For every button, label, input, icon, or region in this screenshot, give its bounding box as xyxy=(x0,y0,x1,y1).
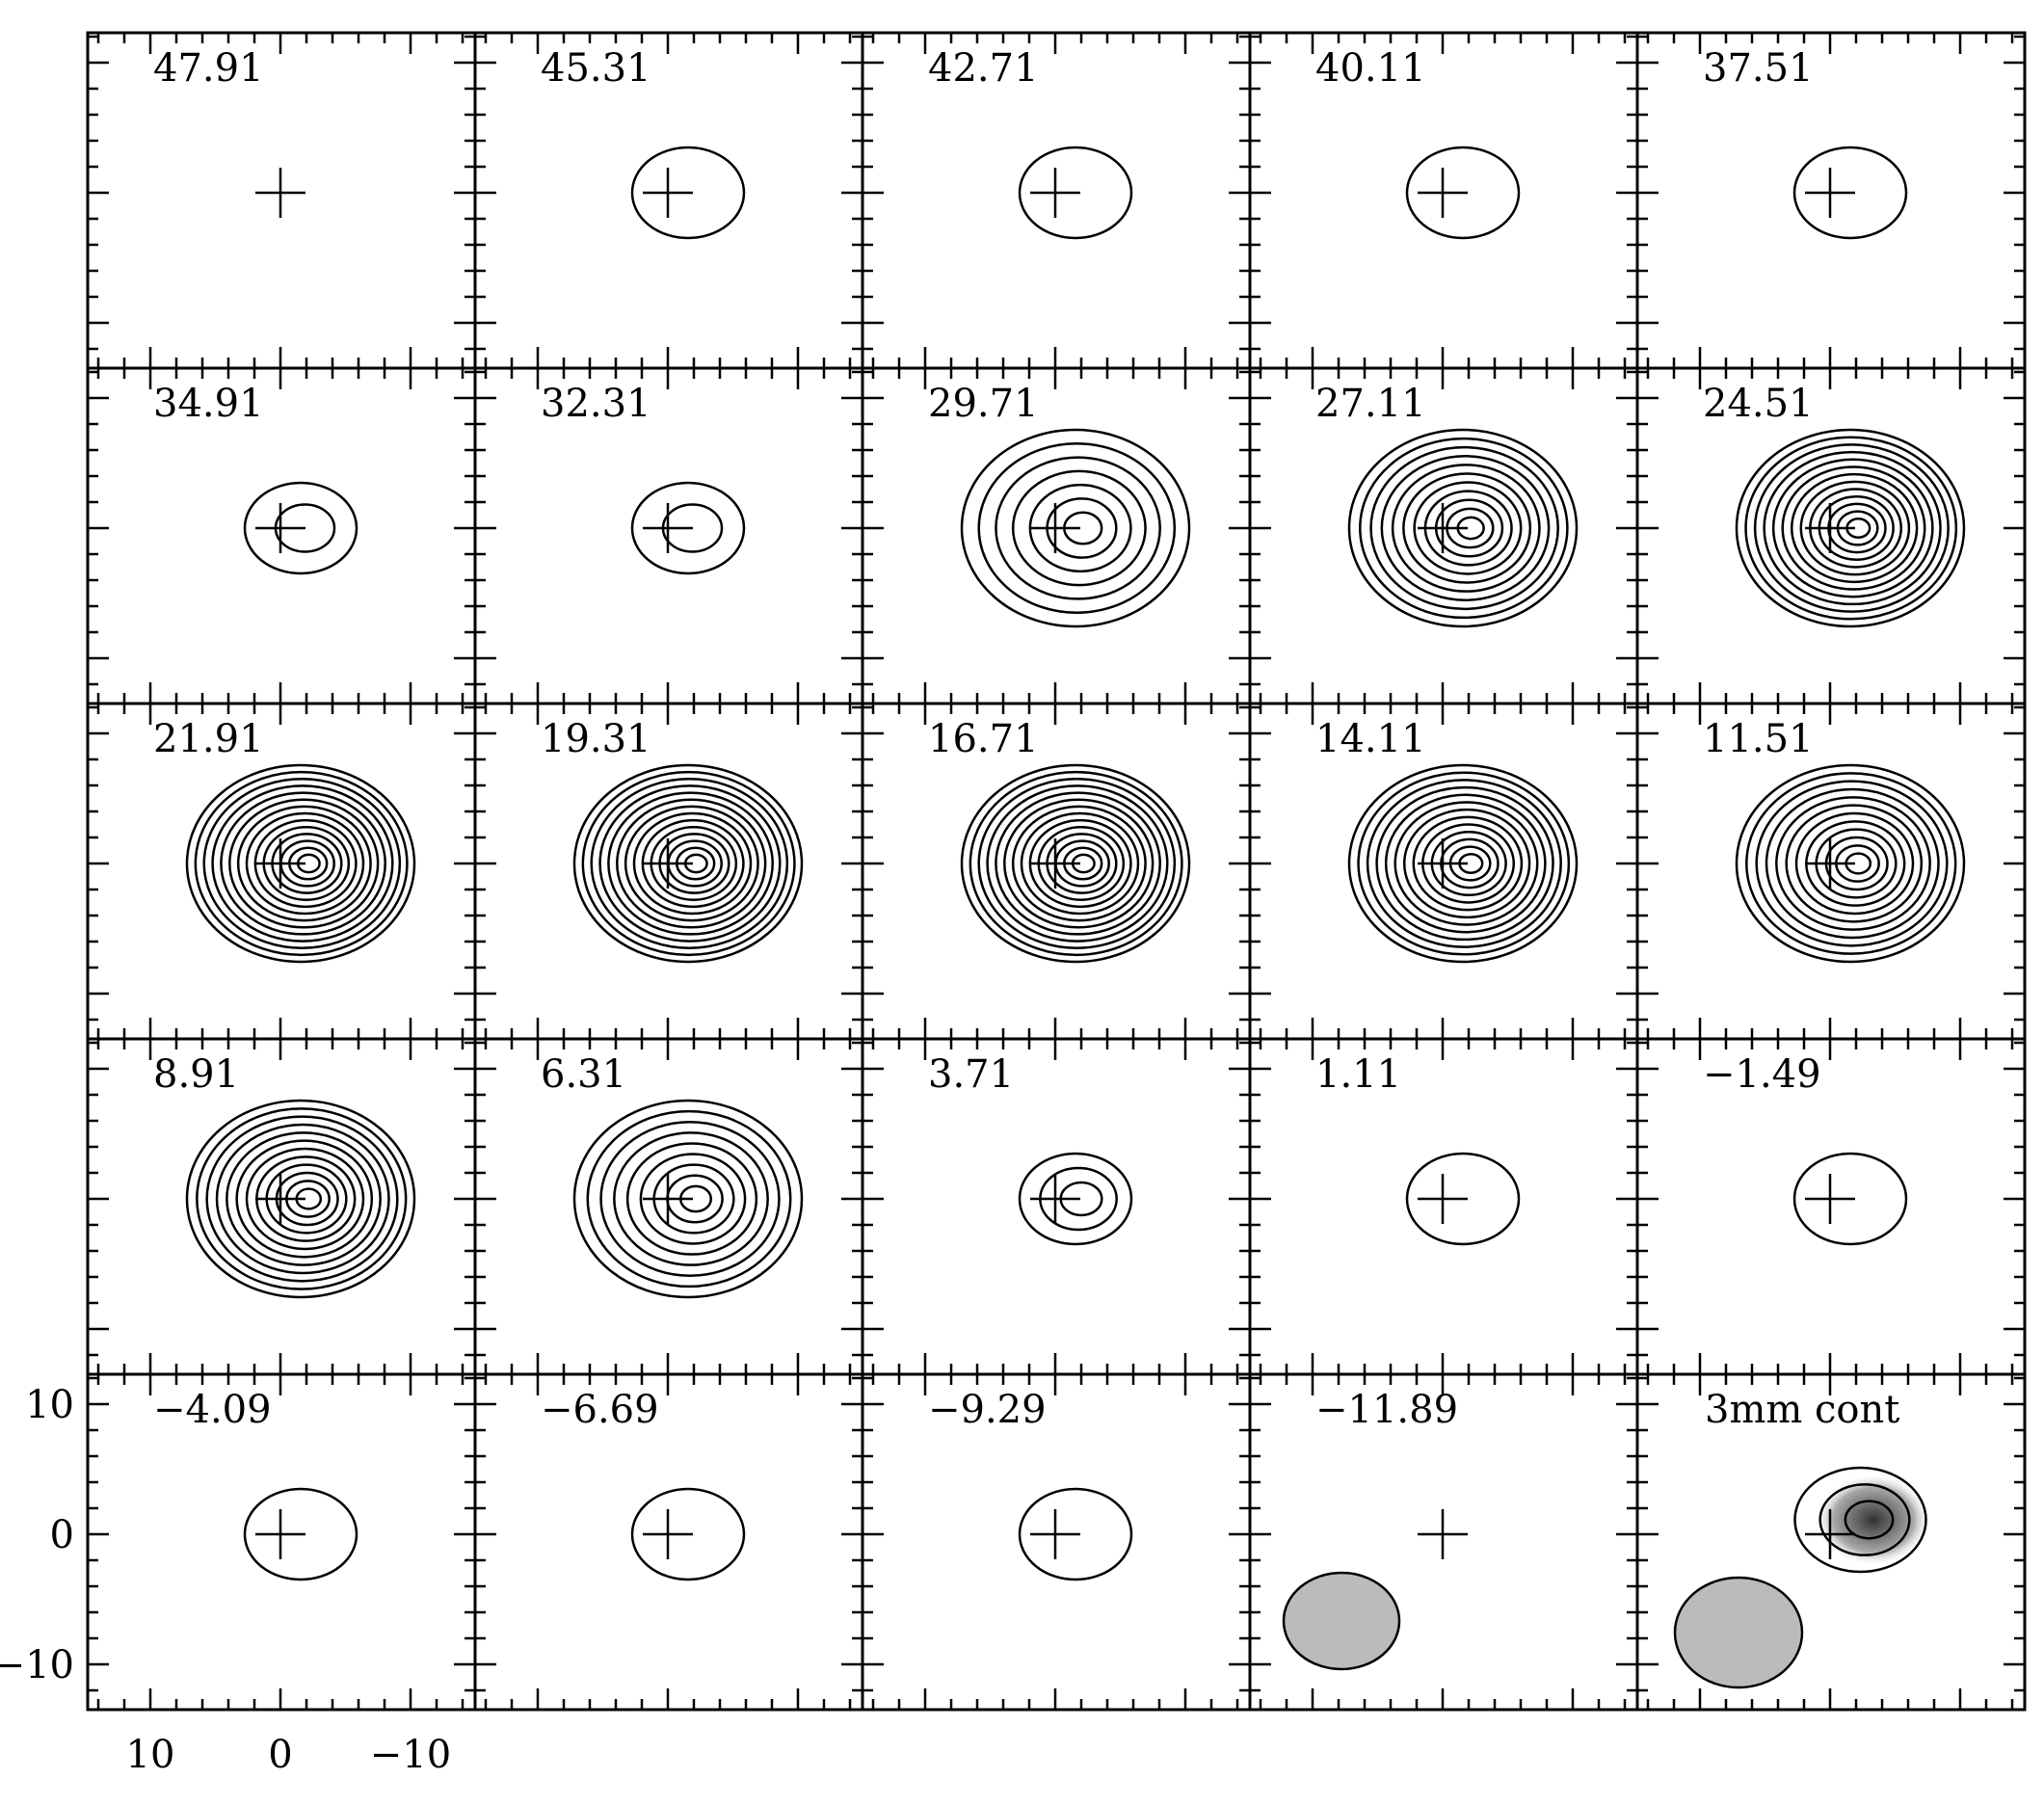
panel-4: 40.11 xyxy=(1248,31,1639,370)
panel-label: −6.69 xyxy=(541,1388,659,1432)
panel-label: 3mm cont xyxy=(1705,1388,1899,1432)
panel-label: 37.51 xyxy=(1703,46,1814,91)
panel-1: 47.91 xyxy=(86,31,477,370)
y-tick-label: −10 xyxy=(0,1643,74,1687)
panel-label: 14.11 xyxy=(1315,717,1426,761)
panel-21: −4.09 xyxy=(86,1372,477,1712)
panel-16: 8.91 xyxy=(86,1037,477,1376)
panel-13: 16.71 xyxy=(861,702,1252,1041)
panel-14: 14.11 xyxy=(1248,702,1639,1041)
y-tick-label: 0 xyxy=(50,1513,74,1557)
panel-7: 32.31 xyxy=(473,366,864,705)
panel-18: 3.71 xyxy=(861,1037,1252,1376)
panel-25: 3mm cont xyxy=(1635,1372,2027,1712)
panel-label: 27.11 xyxy=(1315,382,1426,426)
x-tick-label: −10 xyxy=(370,1733,451,1777)
panel-11: 21.91 xyxy=(86,702,477,1041)
x-tick-label: 0 xyxy=(268,1733,292,1777)
panel-label: 19.31 xyxy=(541,717,651,761)
panel-label: 47.91 xyxy=(153,46,264,91)
panel-label: 29.71 xyxy=(928,382,1039,426)
panel-9: 27.11 xyxy=(1248,366,1639,705)
panel-2: 45.31 xyxy=(473,31,864,370)
panel-22: −6.69 xyxy=(473,1372,864,1712)
panel-label: 21.91 xyxy=(153,717,264,761)
panel-12: 19.31 xyxy=(473,702,864,1041)
panel-label: 3.71 xyxy=(928,1052,1014,1097)
panel-8: 29.71 xyxy=(861,366,1252,705)
panel-19: 1.11 xyxy=(1248,1037,1639,1376)
panel-label: 6.31 xyxy=(541,1052,626,1097)
panel-15: 11.51 xyxy=(1635,702,2027,1041)
panel-17: 6.31 xyxy=(473,1037,864,1376)
panel-label: 42.71 xyxy=(928,46,1039,91)
panel-10: 24.51 xyxy=(1635,366,2027,705)
panel-label: 24.51 xyxy=(1703,382,1814,426)
panel-20: −1.49 xyxy=(1635,1037,2027,1376)
panel-label: −11.89 xyxy=(1315,1388,1458,1432)
panel-label: −9.29 xyxy=(928,1388,1047,1432)
panel-label: 16.71 xyxy=(928,717,1039,761)
panel-label: 40.11 xyxy=(1315,46,1426,91)
panel-label: 8.91 xyxy=(153,1052,239,1097)
y-tick-label: 10 xyxy=(25,1383,74,1427)
panel-label: −1.49 xyxy=(1703,1052,1821,1097)
panel-24: −11.89 xyxy=(1248,1372,1639,1712)
panel-label: 32.31 xyxy=(541,382,651,426)
panel-6: 34.91 xyxy=(86,366,477,705)
panel-label: 34.91 xyxy=(153,382,264,426)
panel-label: 45.31 xyxy=(541,46,651,91)
panel-label: 11.51 xyxy=(1703,717,1814,761)
panel-label: 1.11 xyxy=(1315,1052,1401,1097)
beam-ellipse xyxy=(1673,1576,1804,1689)
beam-ellipse xyxy=(1282,1571,1401,1671)
panel-3: 42.71 xyxy=(861,31,1252,370)
panel-23: −9.29 xyxy=(861,1372,1252,1712)
x-tick-label: 10 xyxy=(126,1733,175,1777)
panel-5: 37.51 xyxy=(1635,31,2027,370)
panel-label: −4.09 xyxy=(153,1388,272,1432)
